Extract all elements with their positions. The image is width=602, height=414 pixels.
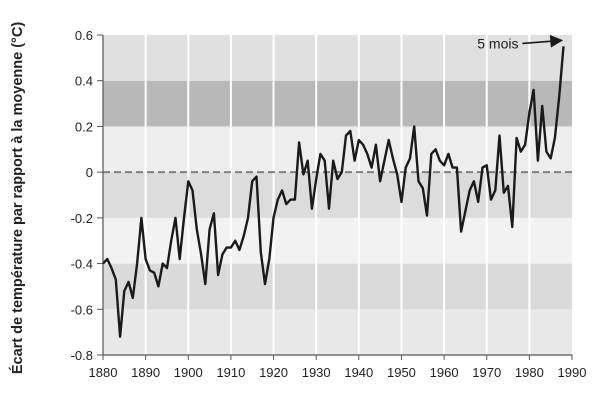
band — [103, 80, 572, 127]
y-tick-label: -0.8 — [71, 348, 93, 363]
y-tick-label: -0.2 — [71, 211, 93, 226]
band — [103, 126, 572, 173]
x-tick-label: 1900 — [174, 365, 203, 380]
y-tick-label: 0.2 — [75, 119, 93, 134]
series-line — [102, 46, 565, 338]
x-tick-label: 1920 — [259, 365, 288, 380]
x-tick-labels: 1880 1890 1900 1910 1920 1930 1940 1950 1960 1970… — [89, 365, 587, 380]
x-tick-label: 1930 — [302, 365, 331, 380]
x-tick-label: 1940 — [344, 365, 373, 380]
band — [103, 263, 572, 310]
x-tick-label: 1970 — [472, 365, 501, 380]
band — [103, 309, 572, 355]
x-tick-label: 1960 — [430, 365, 459, 380]
y-tick-label: 0.6 — [75, 28, 93, 43]
x-tick-label: 1880 — [89, 365, 118, 380]
x-tick-label: 1980 — [515, 365, 544, 380]
x-tick-label: 1910 — [216, 365, 245, 380]
background-bands — [103, 35, 572, 355]
axes — [97, 34, 573, 360]
y-tick-label: 0.4 — [75, 74, 93, 89]
x-tick-label: 1990 — [558, 365, 587, 380]
y-tick-label: -0.4 — [71, 257, 93, 272]
vertical-gridlines — [144, 35, 531, 355]
y-tick-label: 0 — [86, 165, 93, 180]
y-axis-label: Écart de température par rapport à la mo… — [9, 22, 26, 374]
x-tick-label: 1890 — [131, 365, 160, 380]
y-tick-labels: -0.8 -0.6 -0.4 -0.2 0 0.2 0.4 0.6 — [71, 28, 93, 363]
band — [103, 35, 572, 81]
x-tick-label: 1950 — [387, 365, 416, 380]
y-tick-label: -0.6 — [71, 302, 93, 317]
annotation-arrow — [522, 34, 564, 48]
annotation-label: 5 mois — [477, 35, 518, 51]
